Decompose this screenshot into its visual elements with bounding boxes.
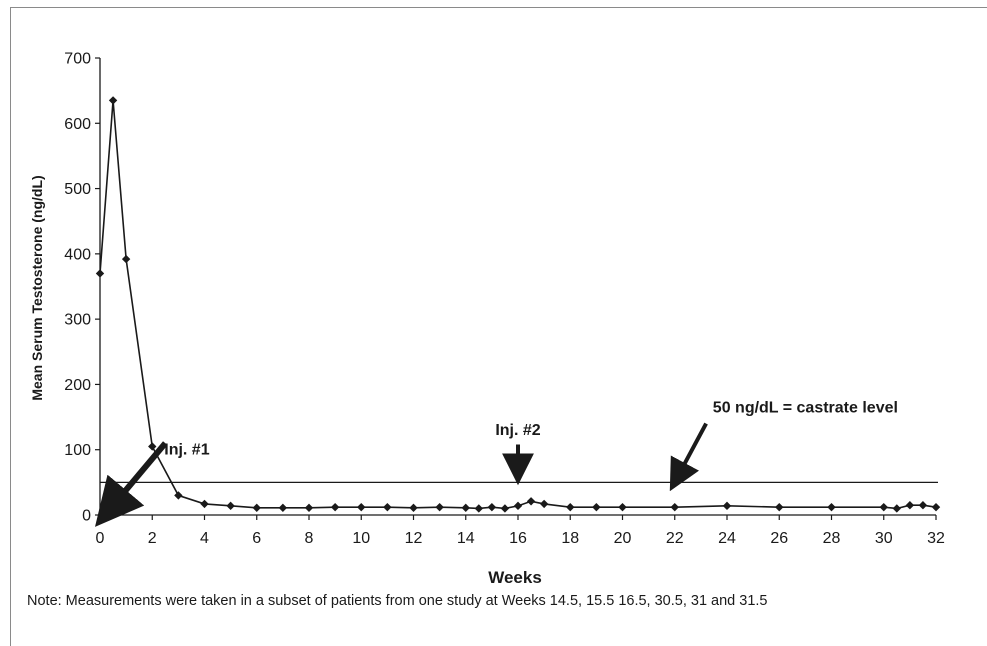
data-point-marker: [500, 504, 510, 513]
x-tick-label: 28: [823, 530, 841, 547]
data-point-marker: [513, 501, 523, 511]
data-point-marker: [879, 502, 888, 512]
series-line: [99, 100, 937, 510]
data-point-marker: [121, 254, 131, 264]
footnote: Note: Measurements were taken in a subse…: [27, 593, 768, 609]
annotation-label: Inj. #1: [164, 442, 209, 459]
x-tick-label: 14: [457, 530, 475, 547]
data-point-marker: [592, 502, 601, 512]
data-point-marker: [618, 502, 627, 512]
data-point-marker: [278, 503, 288, 513]
y-tick-label: 500: [64, 181, 91, 198]
frame-border-left: [10, 7, 11, 646]
x-tick-label: 6: [252, 530, 261, 547]
y-tick-label: 300: [64, 312, 91, 329]
x-tick-label: 0: [96, 530, 105, 547]
x-tick-label: 20: [614, 530, 632, 547]
data-point-marker: [95, 269, 105, 278]
data-point-marker: [566, 502, 575, 512]
x-tick-label: 8: [305, 530, 314, 547]
data-point-marker: [357, 502, 366, 512]
annotation-arrow: [669, 422, 708, 492]
data-point-marker: [722, 501, 732, 511]
y-tick-label: 100: [64, 442, 91, 459]
data-point-marker: [931, 502, 941, 512]
y-tick-label: 600: [64, 116, 91, 133]
x-tick-label: 30: [875, 530, 893, 547]
data-point-marker: [539, 499, 549, 509]
series-group: [95, 96, 941, 513]
annotation-label: Inj. #2: [495, 422, 540, 439]
data-point-marker: [148, 442, 157, 451]
y-tick-label: 0: [82, 508, 91, 525]
data-point-marker: [487, 502, 497, 512]
x-axis-label: Weeks: [488, 568, 542, 587]
data-point-marker: [905, 501, 915, 510]
frame-border-top: [10, 7, 987, 8]
annotation-label: 50 ng/dL = castrate level: [713, 399, 898, 416]
x-tick-label: 32: [927, 530, 945, 547]
annotation-arrow: [95, 441, 168, 527]
data-point-marker: [827, 502, 836, 512]
data-point-marker: [526, 497, 536, 506]
data-point-marker: [461, 503, 470, 513]
data-point-marker: [435, 502, 444, 512]
data-point-marker: [670, 502, 679, 512]
annotations-group: Inj. #1 Inj. #2 50 ng/dL = castrate level: [95, 399, 898, 527]
data-point-marker: [918, 501, 928, 510]
x-tick-label: 2: [148, 530, 157, 547]
data-point-marker: [892, 504, 902, 513]
y-axis-label: Mean Serum Testosterone (ng/dL): [29, 175, 45, 400]
x-tick-label: 16: [509, 530, 527, 547]
y-tick-label: 700: [64, 51, 91, 68]
data-point-marker: [252, 503, 261, 513]
y-tick-label: 200: [64, 377, 91, 394]
data-point-marker: [200, 499, 209, 509]
data-point-marker: [174, 491, 183, 500]
x-tick-label: 10: [352, 530, 370, 547]
data-point-marker: [383, 502, 392, 512]
y-tick-label: 400: [64, 246, 91, 263]
data-point-marker: [775, 502, 784, 512]
data-point-marker: [409, 503, 418, 513]
x-tick-label: 12: [405, 530, 423, 547]
data-point-marker: [226, 501, 235, 511]
x-tick-label: 22: [666, 530, 684, 547]
x-tick-label: 4: [200, 530, 209, 547]
x-tick-label: 18: [561, 530, 579, 547]
x-tick-label: 26: [770, 530, 788, 547]
x-tick-label: 24: [718, 530, 736, 547]
data-point-marker: [474, 504, 484, 513]
data-point-marker: [304, 503, 314, 513]
data-point-marker: [330, 502, 340, 512]
data-point-marker: [108, 96, 118, 105]
